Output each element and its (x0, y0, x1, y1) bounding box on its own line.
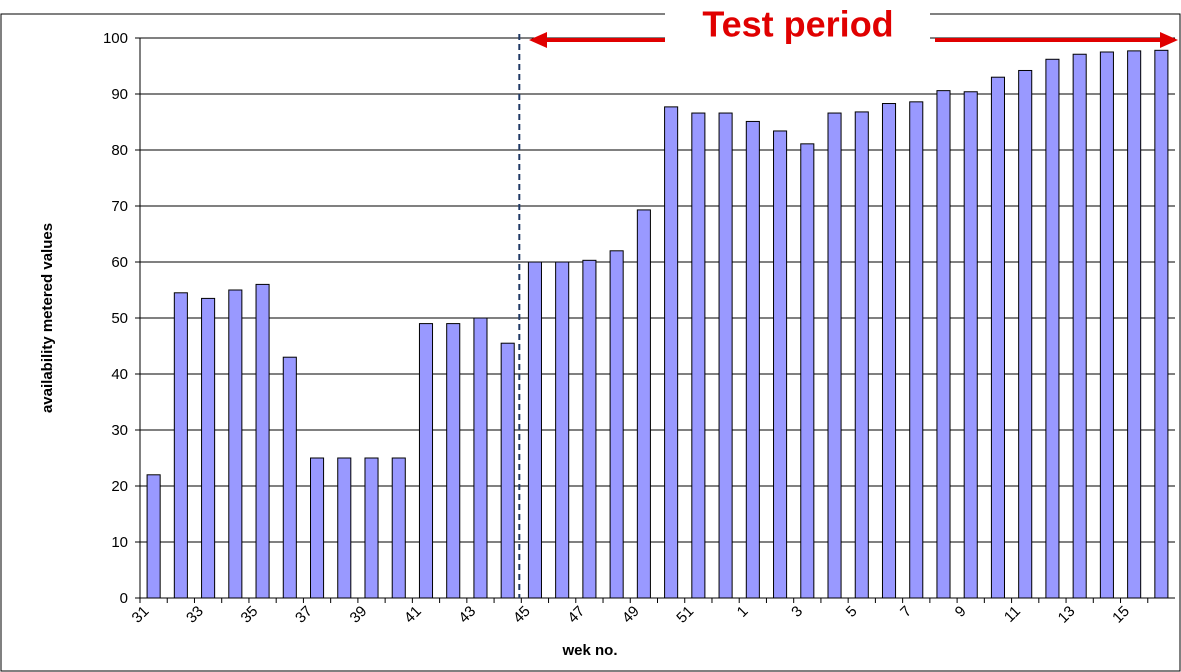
bar (854, 111, 869, 599)
x-tick-label: 5 (843, 603, 861, 621)
x-tick-label: 3 (788, 603, 806, 621)
bar (664, 106, 679, 599)
bar (310, 457, 325, 599)
bar (718, 112, 733, 599)
bar (800, 143, 815, 599)
bar (391, 457, 406, 599)
y-tick-label: 20 (111, 478, 128, 495)
x-tick-label: 47 (564, 603, 588, 627)
y-tick-label: 80 (111, 142, 128, 159)
chart-border (0, 13, 1181, 672)
bar (527, 261, 542, 599)
bar (582, 259, 597, 599)
y-tick-label: 90 (111, 86, 128, 103)
bar (228, 289, 243, 599)
x-tick-label: 1 (734, 603, 752, 621)
bar (201, 297, 216, 599)
x-tick-label: 51 (673, 603, 697, 627)
bar (1127, 50, 1142, 599)
x-tick-label: 13 (1055, 603, 1079, 627)
bar (255, 283, 270, 599)
bar (282, 356, 297, 599)
bar (555, 261, 570, 599)
x-tick-label: 45 (510, 603, 534, 627)
y-tick-label: 50 (111, 310, 128, 327)
arrow-head (529, 32, 547, 48)
bar (1072, 53, 1087, 599)
bar (146, 474, 161, 599)
x-tick-label: 35 (238, 603, 262, 627)
x-tick-label: 15 (1109, 603, 1133, 627)
y-tick-label: 60 (111, 254, 128, 271)
bar (446, 323, 461, 599)
bar (963, 91, 978, 599)
bar (881, 103, 897, 599)
x-axis-title: wek no. (561, 642, 617, 659)
bar (773, 130, 788, 599)
bar (990, 76, 1005, 599)
test-period-arrows (529, 32, 1178, 48)
title-backdrop (665, 0, 930, 40)
bar (636, 209, 651, 599)
bar (691, 112, 706, 599)
bar (609, 250, 624, 599)
bar (1099, 51, 1114, 599)
x-tick-label: 41 (401, 603, 425, 627)
bar (500, 342, 515, 599)
bar (1018, 69, 1033, 599)
y-axis-title: availability metered values (39, 223, 56, 413)
x-tick-label: 49 (619, 603, 643, 627)
x-tick-label: 39 (347, 603, 371, 627)
chart-title: Test period (702, 4, 893, 45)
bar (909, 101, 924, 599)
bar (173, 292, 188, 599)
y-tick-label: 10 (111, 534, 128, 551)
x-tick-label: 11 (1001, 603, 1024, 626)
x-tick-label: 31 (129, 603, 153, 627)
x-tick-label: 7 (897, 603, 915, 621)
bar (364, 457, 379, 599)
bar (936, 90, 951, 599)
x-tick-label: 37 (292, 603, 316, 627)
bar (418, 323, 434, 599)
y-tick-label: 70 (111, 198, 128, 215)
x-tick-label: 9 (952, 603, 970, 621)
bar (827, 112, 842, 599)
x-tick-label: 43 (455, 603, 479, 627)
bar (1154, 49, 1169, 599)
x-tick-label: 33 (183, 603, 207, 627)
bar (473, 317, 488, 599)
bar (745, 120, 760, 599)
bar (337, 457, 352, 599)
y-tick-label: 0 (120, 590, 128, 607)
bar (1045, 58, 1060, 599)
y-tick-label: 40 (111, 366, 128, 383)
arrow-head (1160, 32, 1178, 48)
y-tick-label: 30 (111, 422, 128, 439)
y-tick-label: 100 (103, 30, 128, 47)
